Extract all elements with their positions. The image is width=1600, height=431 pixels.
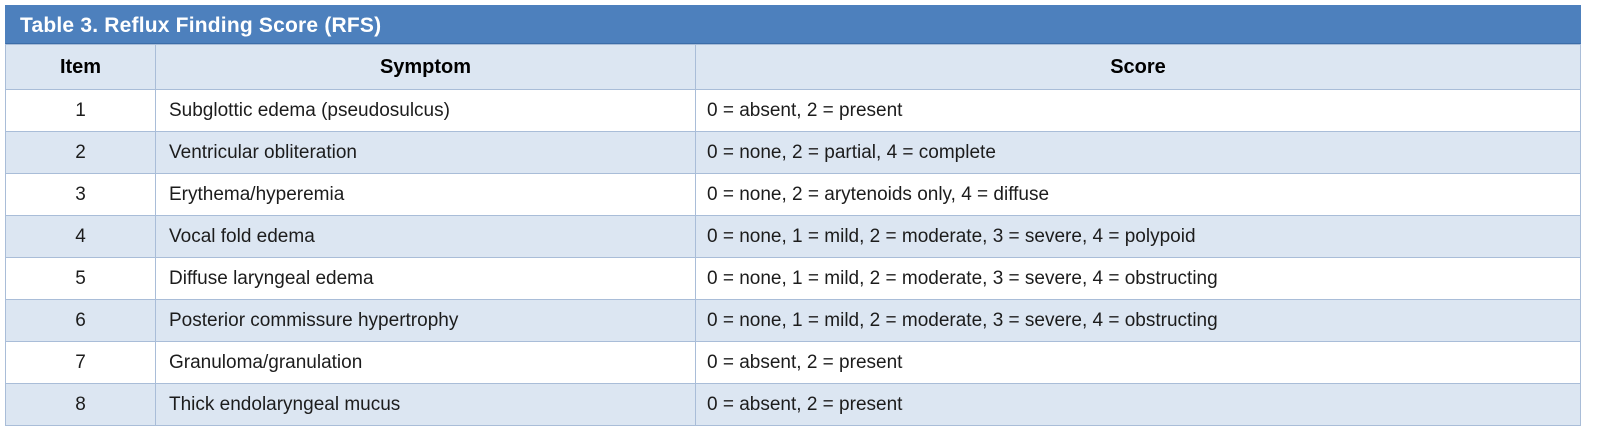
table-title: Table 3. Reflux Finding Score (RFS) (5, 5, 1581, 44)
cell-item: 3 (5, 173, 156, 216)
table-header: Item Symptom Score (5, 44, 1581, 90)
header-row: Item Symptom Score (5, 44, 1581, 90)
column-header-score: Score (695, 44, 1581, 90)
cell-symptom: Posterior commissure hypertrophy (155, 299, 696, 342)
table-body: 1 Subglottic edema (pseudosulcus) 0 = abse… (5, 89, 1581, 426)
cell-score: 0 = none, 1 = mild, 2 = moderate, 3 = se… (695, 299, 1581, 342)
cell-symptom: Subglottic edema (pseudosulcus) (155, 89, 696, 132)
cell-score: 0 = none, 2 = partial, 4 = complete (695, 131, 1581, 174)
table-row: 5 Diffuse laryngeal edema 0 = none, 1 = mi… (5, 257, 1581, 300)
table-row: 1 Subglottic edema (pseudosulcus) 0 = abse… (5, 89, 1581, 132)
cell-item: 6 (5, 299, 156, 342)
column-header-symptom: Symptom (155, 44, 696, 90)
cell-symptom: Granuloma/granulation (155, 341, 696, 384)
cell-score: 0 = absent, 2 = present (695, 383, 1581, 426)
cell-score: 0 = none, 1 = mild, 2 = moderate, 3 = se… (695, 215, 1581, 258)
rfs-table: Item Symptom Score 1 Subglottic edema (ps… (5, 44, 1581, 426)
cell-item: 8 (5, 383, 156, 426)
cell-item: 2 (5, 131, 156, 174)
cell-item: 7 (5, 341, 156, 384)
cell-item: 1 (5, 89, 156, 132)
cell-score: 0 = absent, 2 = present (695, 89, 1581, 132)
table-row: 7 Granuloma/granulation 0 = absent, 2 = pr… (5, 341, 1581, 384)
cell-symptom: Vocal fold edema (155, 215, 696, 258)
cell-symptom: Ventricular obliteration (155, 131, 696, 174)
cell-symptom: Erythema/hyperemia (155, 173, 696, 216)
table-row: 4 Vocal fold edema 0 = none, 1 = mild, 2 =… (5, 215, 1581, 258)
cell-symptom: Diffuse laryngeal edema (155, 257, 696, 300)
table-row: 2 Ventricular obliteration 0 = none, 2 = p… (5, 131, 1581, 174)
cell-symptom: Thick endolaryngeal mucus (155, 383, 696, 426)
rfs-table-container: Table 3. Reflux Finding Score (RFS) Item… (5, 5, 1581, 426)
table-row: 8 Thick endolaryngeal mucus 0 = absent, 2 … (5, 383, 1581, 426)
cell-item: 5 (5, 257, 156, 300)
cell-score: 0 = absent, 2 = present (695, 341, 1581, 384)
cell-item: 4 (5, 215, 156, 258)
table-row: 6 Posterior commissure hypertrophy 0 = non… (5, 299, 1581, 342)
cell-score: 0 = none, 2 = arytenoids only, 4 = diffu… (695, 173, 1581, 216)
table-row: 3 Erythema/hyperemia 0 = none, 2 = aryteno… (5, 173, 1581, 216)
cell-score: 0 = none, 1 = mild, 2 = moderate, 3 = se… (695, 257, 1581, 300)
column-header-item: Item (5, 44, 156, 90)
